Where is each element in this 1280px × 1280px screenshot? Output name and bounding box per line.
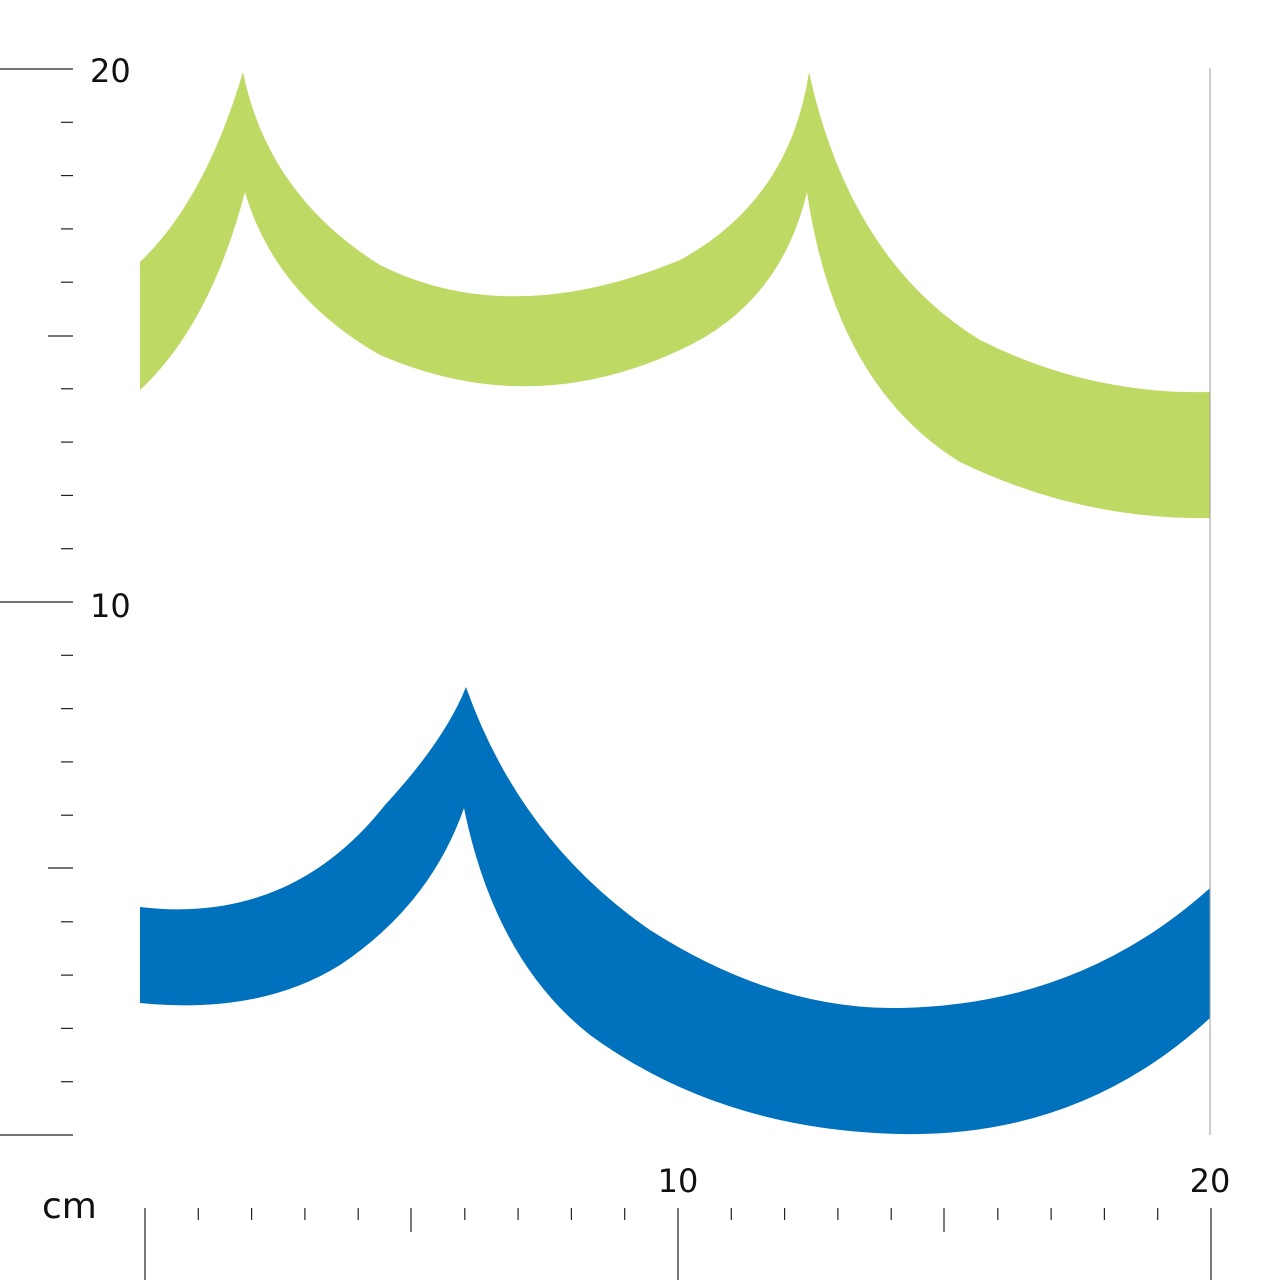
bottom-ruler-label-20: 20 [1190, 1162, 1231, 1200]
left-ruler-label-10: 10 [90, 587, 131, 625]
left-ruler: 20 10 [0, 52, 131, 1136]
bottom-ruler-minor-ticks [197, 1208, 1159, 1220]
green-wave-band [140, 72, 1210, 519]
left-ruler-minor-ticks [61, 121, 73, 1083]
bottom-ruler-label-10: 10 [658, 1162, 699, 1200]
left-ruler-label-20: 20 [90, 52, 131, 90]
blue-wave-band [140, 687, 1210, 1135]
bottom-ruler: 10 20 cm [42, 1162, 1230, 1280]
unit-label: cm [42, 1186, 97, 1227]
